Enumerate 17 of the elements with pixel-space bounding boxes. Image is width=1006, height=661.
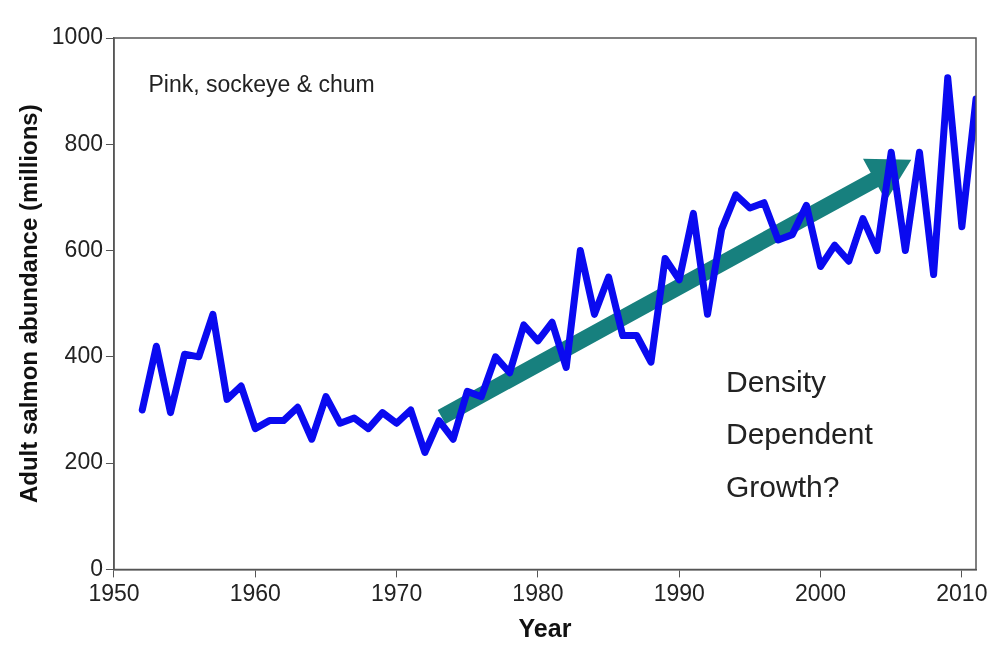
- x-tick-label: 1960: [229, 579, 281, 606]
- x-tick-label: 1970: [371, 579, 423, 606]
- x-axis-title: Year: [518, 613, 572, 642]
- y-axis-title: Adult salmon abundance (millions): [15, 104, 43, 504]
- annotation: Density Dependent Growth?: [726, 364, 874, 503]
- y-tick-label: 1000: [51, 23, 103, 50]
- annotation: Pink, sockeye & chum: [148, 71, 375, 98]
- x-tick-label: 2010: [936, 579, 988, 606]
- y-tick-label: 200: [64, 448, 103, 475]
- x-tick-label: 1990: [653, 579, 705, 606]
- y-tick-label: 400: [64, 342, 103, 369]
- y-tick-label: 0: [90, 554, 103, 581]
- y-tick-label: 600: [64, 235, 103, 262]
- y-tick-label: 800: [64, 129, 103, 156]
- x-tick-label: 1980: [512, 579, 564, 606]
- x-tick-label: 2000: [794, 579, 847, 606]
- x-tick-label: 1950: [88, 579, 140, 606]
